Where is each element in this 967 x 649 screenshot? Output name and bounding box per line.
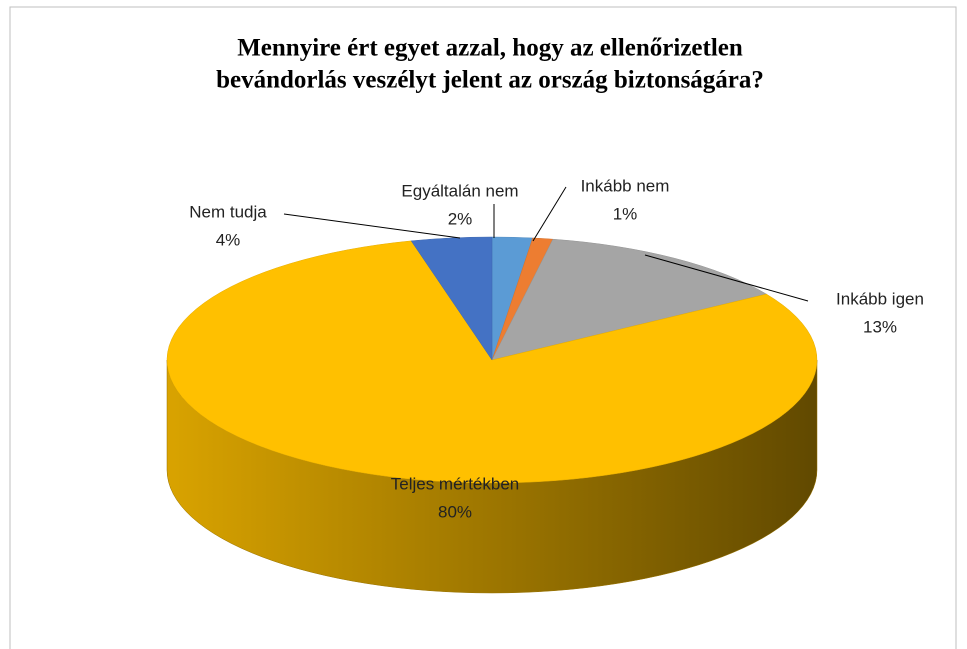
data-label-value: 2% — [448, 209, 473, 228]
leader-line — [532, 186, 567, 242]
data-label-name: Inkább nem — [581, 176, 670, 195]
chart-title: Mennyire ért egyet azzal, hogy az ellenő… — [237, 35, 743, 62]
pie-slice — [410, 236, 493, 361]
data-label-name: Teljes mértékben — [391, 474, 520, 493]
data-label-value: 4% — [216, 230, 241, 249]
data-label-name: Egyáltalán nem — [401, 181, 518, 200]
data-label-name: Nem tudja — [189, 202, 267, 221]
pie-slice — [166, 240, 818, 484]
data-label-value: 80% — [438, 502, 472, 521]
data-label-value: 13% — [863, 317, 897, 336]
data-label-value: 1% — [613, 204, 638, 223]
chart-frame — [9, 6, 957, 649]
chart-title: bevándorlás veszélyt jelent az ország bi… — [216, 67, 764, 94]
leader-line — [283, 213, 461, 239]
data-label-name: Inkább igen — [836, 289, 924, 308]
leader-line — [644, 254, 809, 302]
